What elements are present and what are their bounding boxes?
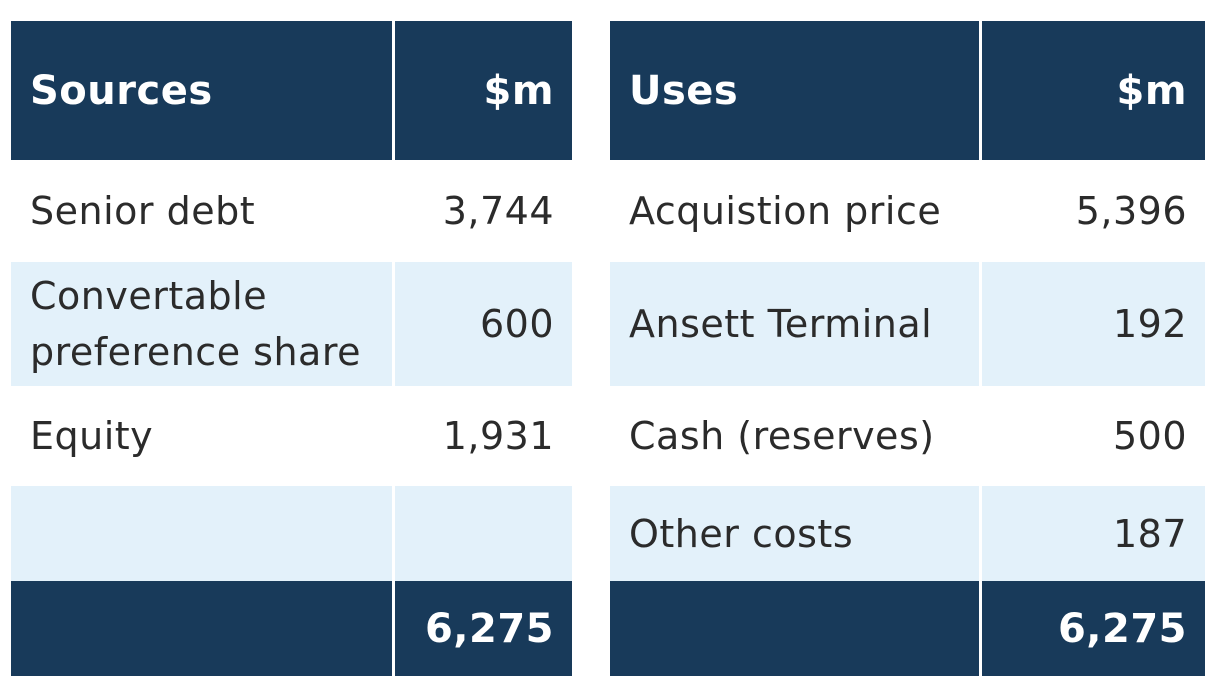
uses-row-label: Acquistion price [610, 160, 979, 262]
sources-row-value: 600 [395, 262, 572, 386]
uses-header-unit: $m [982, 21, 1205, 160]
uses-row-value: 5,396 [982, 160, 1205, 262]
sources-row-label-line: preference share [30, 330, 361, 374]
sources-row-value [395, 486, 572, 581]
sources-total-label [11, 581, 392, 676]
uses-table: Uses $m Acquistion price 5,396 Ansett Te… [610, 21, 1205, 676]
uses-header-label: Uses [610, 21, 979, 160]
sources-row-label [11, 486, 392, 581]
sources-row-label: Senior debt [11, 160, 392, 262]
sources-row-label-line: Convertable [30, 274, 268, 318]
sources-header-label: Sources [11, 21, 392, 160]
sources-row-label: Convertable preference share [11, 262, 392, 386]
sources-header-unit: $m [395, 21, 572, 160]
uses-row-value: 500 [982, 386, 1205, 486]
sources-table: Sources $m Senior debt 3,744 Convertable… [11, 21, 572, 676]
uses-row-label: Ansett Terminal [610, 262, 979, 386]
uses-row-label: Cash (reserves) [610, 386, 979, 486]
uses-row-value: 187 [982, 486, 1205, 581]
sources-row-label: Equity [11, 386, 392, 486]
uses-row-value: 192 [982, 262, 1205, 386]
uses-row-label: Other costs [610, 486, 979, 581]
uses-total-label [610, 581, 979, 676]
uses-total-value: 6,275 [982, 581, 1205, 676]
sources-row-value: 3,744 [395, 160, 572, 262]
sources-row-value: 1,931 [395, 386, 572, 486]
sources-total-value: 6,275 [395, 581, 572, 676]
